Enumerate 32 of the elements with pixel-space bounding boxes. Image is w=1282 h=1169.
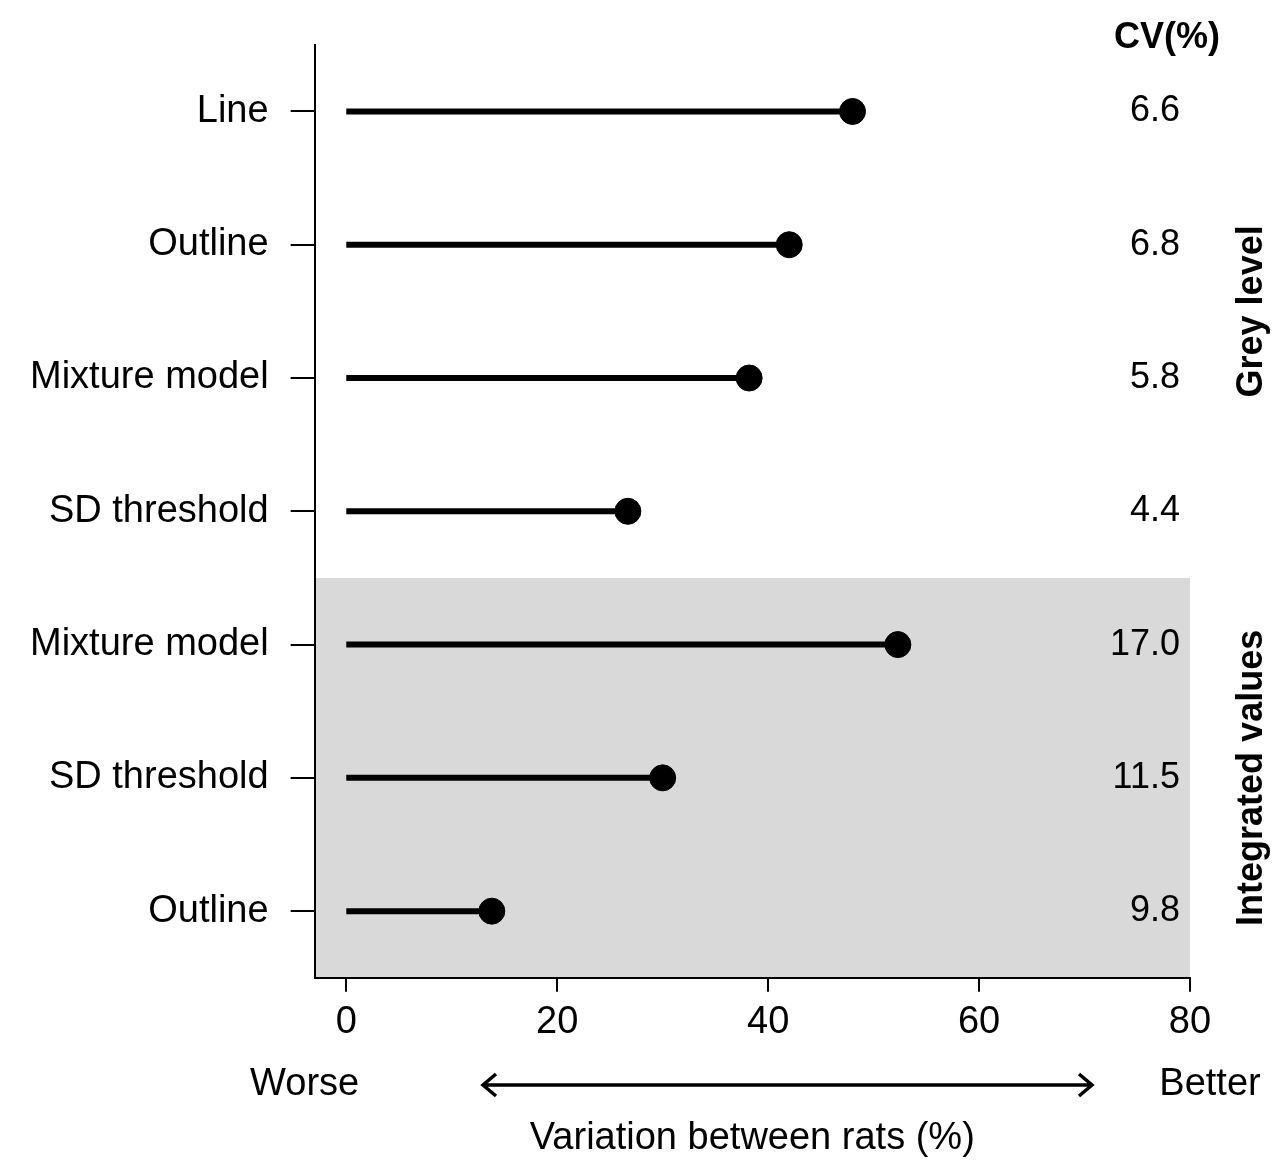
y-tick-label: Outline	[148, 887, 269, 930]
point	[735, 364, 763, 392]
x-tick-label: 60	[957, 999, 1001, 1042]
y-tick-label: SD threshold	[48, 754, 269, 797]
annotation: 6.6	[1129, 88, 1180, 130]
x-tick-label: 80	[1168, 999, 1212, 1042]
point	[775, 231, 803, 259]
point	[478, 897, 506, 925]
annotation: 9.8	[1129, 888, 1180, 930]
y-tick-label: Line	[196, 87, 269, 130]
x-axis-title: Variation between rats (%)	[529, 1114, 975, 1157]
annotation: 4.4	[1129, 488, 1180, 530]
point	[649, 764, 677, 792]
y-tick-label: Outline	[148, 221, 269, 264]
y-tick-label: SD threshold	[48, 487, 269, 530]
x-tick-label: 40	[747, 999, 790, 1042]
text: Better	[1159, 1061, 1262, 1104]
text: Grey level	[1228, 225, 1270, 398]
annotation: 17.0	[1109, 621, 1180, 663]
annotation: 11.5	[1112, 754, 1180, 796]
point	[839, 97, 867, 125]
x-tick-label: 0	[335, 999, 357, 1042]
text: Integrated values	[1228, 629, 1270, 926]
annotation: 6.8	[1129, 221, 1180, 263]
annotation: 5.8	[1129, 354, 1180, 396]
point	[884, 631, 912, 659]
x-tick-label: 20	[536, 999, 579, 1042]
annotation: CV(%)	[1114, 14, 1220, 56]
y-tick-label: Mixture model	[29, 354, 269, 397]
text: Worse	[250, 1061, 360, 1104]
point	[614, 497, 642, 525]
y-tick-label: Mixture model	[29, 621, 269, 664]
